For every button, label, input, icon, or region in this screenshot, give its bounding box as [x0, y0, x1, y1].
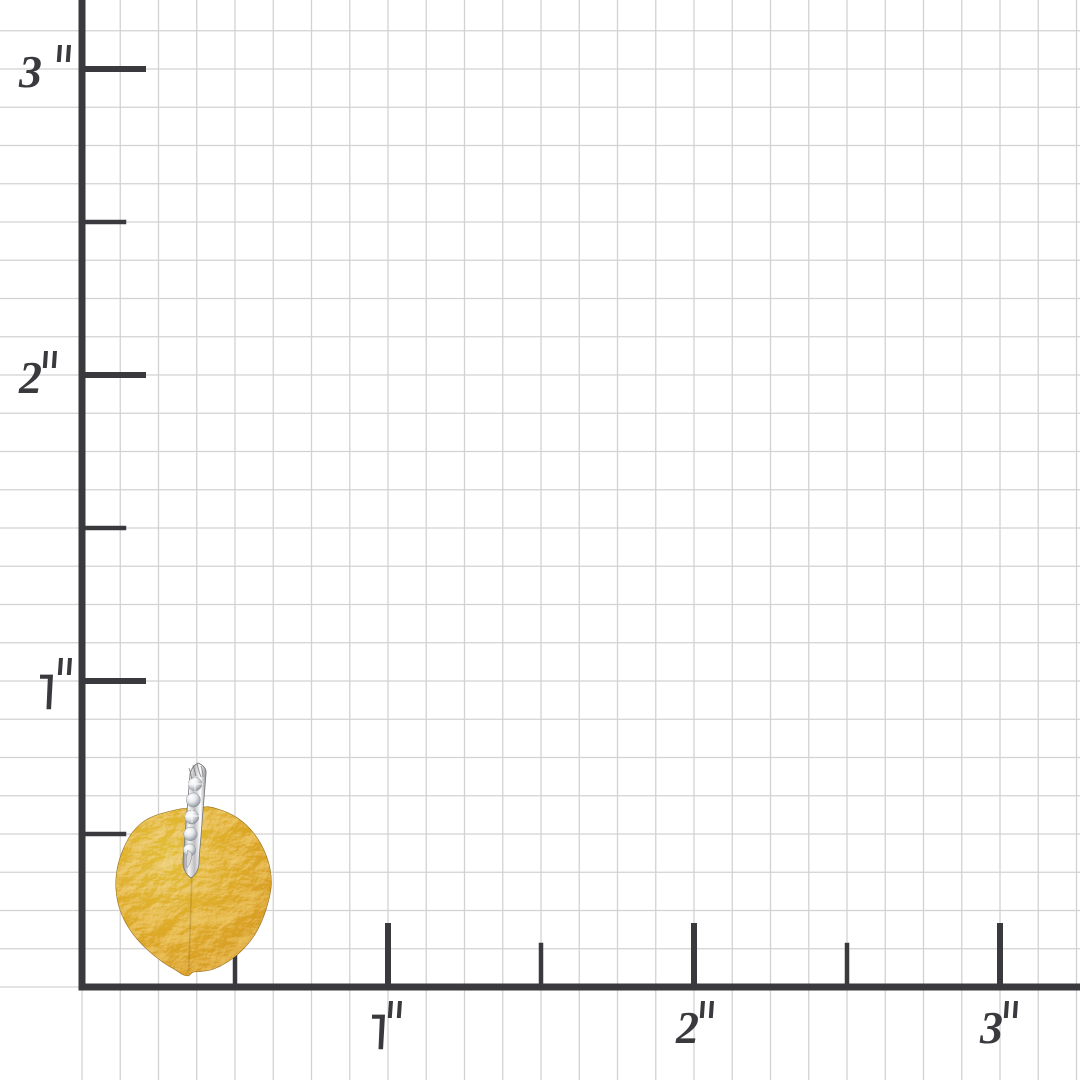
svg-text:3: 3 [18, 46, 42, 97]
svg-text:3: 3 [979, 1002, 1003, 1053]
svg-text:2: 2 [675, 1002, 699, 1053]
svg-text:2: 2 [18, 352, 42, 403]
